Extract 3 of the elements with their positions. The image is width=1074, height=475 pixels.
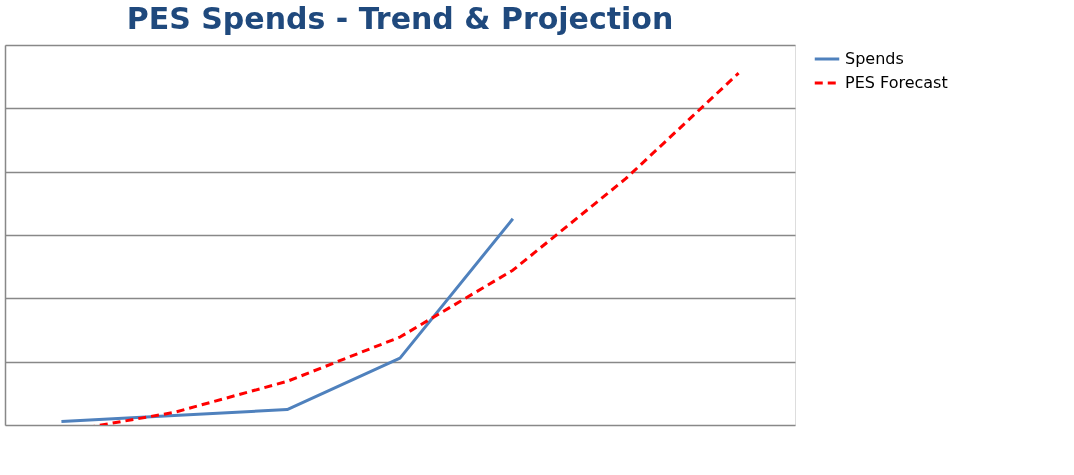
chart-title: PES Spends - Trend & Projection — [126, 1, 674, 36]
legend-label: PES Forecast — [845, 73, 948, 92]
legend-label: Spends — [845, 49, 904, 68]
